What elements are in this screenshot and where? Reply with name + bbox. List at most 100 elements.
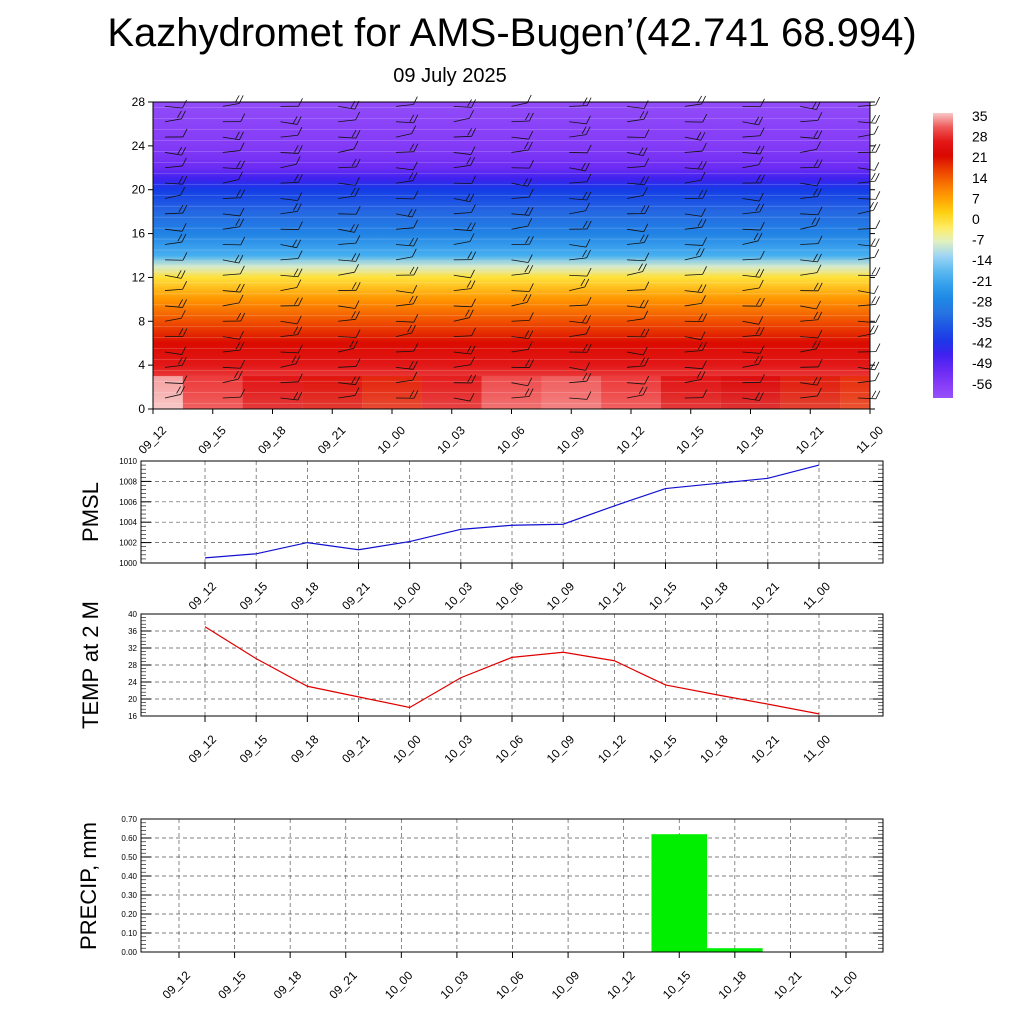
wind-barb [280,145,303,154]
surface-temp-cell [720,376,781,409]
x-tick-label: 09_12 [186,732,220,766]
wind-barb [742,156,764,169]
wind-barb [395,172,418,184]
wind-barb [511,294,532,307]
wind-barb [280,239,302,249]
colorbar-label: -7 [972,232,985,248]
x-tick-label: 10_03 [438,968,472,1002]
pmsl-panel: 1000 1002 1004 1006 1008 1010 09_12 09_15 09_18 0… [78,457,884,613]
wind-barb [395,342,419,353]
wind-barb [222,265,245,276]
y-tick-label: 0.60 [121,834,137,843]
x-tick-label: 09_12 [160,968,194,1002]
wind-barb [453,269,475,279]
wind-barb [395,295,418,307]
y-tick-label: 0.30 [121,891,137,900]
wind-barb [222,370,243,384]
wind-barb [742,232,763,245]
colorbar-gradient [933,113,953,398]
wind-barb [742,326,765,338]
y-tick-label: 1008 [119,477,137,486]
wind-barb [280,203,302,215]
wind-barb [626,252,650,262]
x-tick-label: 10_00 [375,423,409,457]
y-tick-label: 0.50 [121,853,137,862]
wind-barb [857,267,881,276]
wind-barb [742,392,764,401]
y-tick-label: 20 [128,695,137,704]
x-tick-label: 10_15 [646,579,680,613]
x-tick-label: 10_06 [493,579,527,613]
wind-barb [280,326,303,338]
wind-barb [164,233,187,245]
y-tick-label: 8 [138,314,145,328]
x-tick-label: 09_21 [326,968,360,1002]
colorbar-label: 28 [972,129,988,145]
wind-barb [222,218,245,230]
wind-barb [164,223,187,232]
x-tick-label: 10_15 [646,732,680,766]
y-tick-label: 36 [128,627,137,636]
wind-barb [684,113,708,123]
colorbar-label: -28 [972,293,992,309]
x-tick-label: 10_03 [441,579,475,613]
wind-barb [684,171,706,184]
wind-barb [800,177,822,187]
wind-barb [511,388,534,399]
wind-barb [222,171,243,184]
wind-barb [164,375,188,384]
wind-barb [626,234,649,245]
colorbar-label: 14 [972,170,988,186]
wind-barb [857,314,881,324]
y-axis-title: PMSL [78,482,103,542]
wind-barb [222,331,244,340]
x-tick-label: 10_00 [390,579,424,613]
wind-barb [453,392,475,402]
wind-barb [626,346,648,356]
wind-barb [338,282,361,291]
wind-barb [395,371,418,384]
x-tick-label: 09_12 [136,423,170,457]
wind-barb [742,269,765,278]
x-tick-label: 11_00 [827,968,860,1001]
surface-temp-cell [153,376,183,409]
wind-barb [569,115,591,125]
wind-barb [395,361,418,370]
wind-barb [626,205,650,215]
wind-barb [453,193,475,203]
wind-barb [222,341,245,353]
wind-barb [280,315,302,325]
wind-barb [338,311,360,322]
wind-barb [684,237,707,246]
wind-barb [684,331,706,341]
wind-barb [684,360,707,370]
wind-barb [569,267,592,277]
wind-barb [569,126,591,138]
x-tick-label: 11_00 [800,732,833,765]
wind-barb [280,156,301,169]
y-tick-label: 40 [128,610,137,619]
x-tick-label: 10_09 [544,732,578,766]
x-tick-label: 10_21 [748,732,782,766]
temperature-heatmap-panel: 0 4 8 12 16 20 24 28 09_12 09_15 09_18 09_21 10_00 10… [132,94,886,457]
x-tick-label: 10_09 [549,968,583,1002]
wind-barb [338,387,360,399]
wind-barb [164,281,188,291]
wind-barb [800,311,823,322]
wind-barb [453,233,475,245]
wind-barb [453,175,477,184]
wind-barb [800,217,821,230]
wind-barb [626,386,648,399]
wind-barb [395,190,419,200]
x-tick-label: 09_18 [288,732,322,766]
wind-barb [280,250,303,261]
wind-barb [626,158,650,169]
wind-barb [280,279,302,291]
y-tick-label: 1002 [119,539,137,548]
wind-barb [569,144,592,154]
colorbar-label: 7 [972,190,980,206]
wind-barb [338,234,361,245]
wind-barb [164,99,187,109]
y-tick-label: 1010 [119,457,137,466]
wind-barb [453,356,475,368]
